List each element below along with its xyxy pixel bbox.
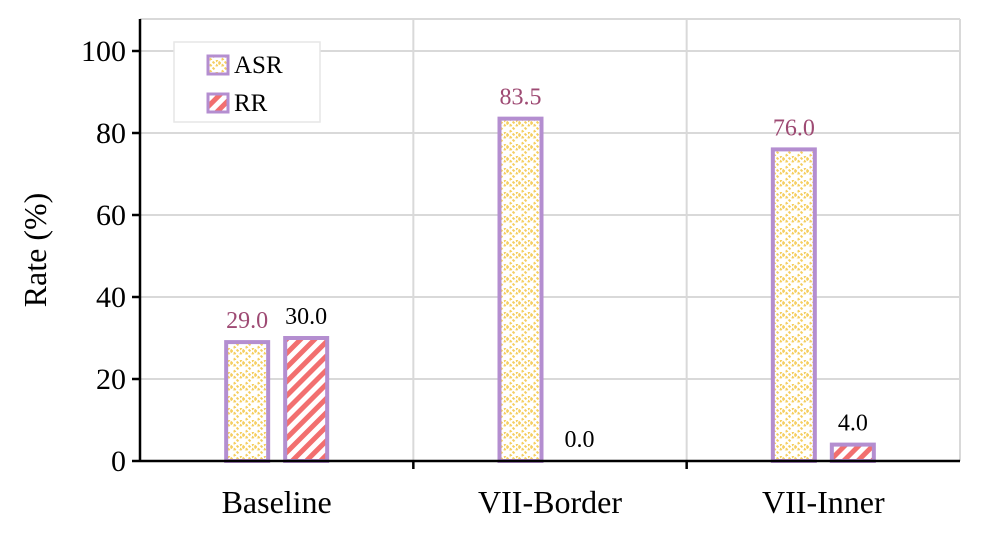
bars [224, 116, 876, 464]
bar-asr-baseline [224, 340, 271, 464]
y-tick-label: 40 [96, 281, 126, 314]
y-tick-label: 0 [111, 445, 126, 478]
data-label-asr-vii-inner: 76.0 [773, 115, 815, 141]
legend-label-rr: RR [234, 90, 268, 117]
y-tick-label: 80 [96, 117, 126, 150]
y-tick-label: 60 [96, 199, 126, 232]
y-tick-label: 20 [96, 363, 126, 396]
x-tick-label: VII-Border [478, 484, 622, 520]
legend: ASR RR [173, 41, 321, 123]
data-label-rr-vii-inner: 4.0 [838, 411, 868, 437]
bar-asr-vii-inner [770, 147, 817, 463]
y-axis-title: Rate (%) [17, 193, 53, 308]
legend-label-asr: ASR [234, 52, 283, 79]
labels: 29.0 83.5 76.0 30.0 0.0 4.0 0 20 40 60 80 100 Baseli… [17, 35, 885, 520]
legend-box [173, 41, 321, 123]
data-label-rr-baseline: 30.0 [285, 304, 327, 330]
data-label-asr-vii-border: 83.5 [500, 85, 542, 111]
bar-asr-vii-border [497, 116, 544, 464]
legend-swatch-rr [206, 92, 230, 114]
x-tick-label: VII-Inner [762, 484, 885, 520]
data-label-asr-baseline: 29.0 [226, 308, 268, 334]
axes [132, 19, 960, 469]
legend-swatch-asr [206, 54, 230, 76]
data-label-rr-vii-border: 0.0 [565, 427, 595, 453]
y-tick-label: 100 [81, 35, 126, 68]
x-tick-label: Baseline [222, 484, 332, 520]
bar-rr-vii-inner [829, 442, 876, 464]
bar-rr-baseline [283, 336, 330, 463]
